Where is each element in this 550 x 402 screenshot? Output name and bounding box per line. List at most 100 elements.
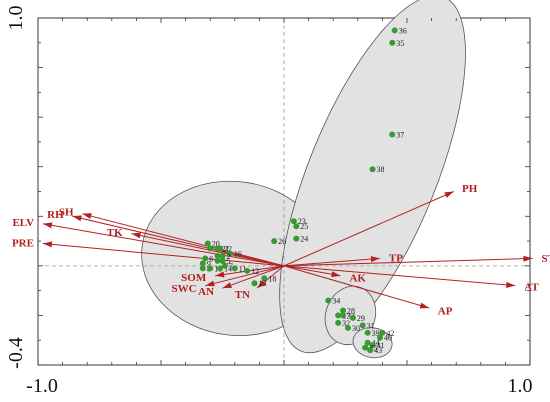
variable-label: ST — [541, 253, 550, 265]
sample-label: 45 — [369, 344, 377, 353]
sample-point — [391, 27, 398, 34]
sample-point — [290, 218, 297, 225]
arrow-elv — [42, 223, 285, 267]
sample-label: 13 — [258, 279, 266, 288]
sample-label: 43 — [374, 346, 382, 355]
sample-point — [231, 265, 238, 272]
arrow-ap — [283, 265, 430, 309]
arrow-sh — [82, 213, 285, 267]
sample-label: 5 — [227, 257, 231, 266]
arrowhead-tk — [131, 232, 141, 239]
sample-point — [362, 344, 369, 351]
variable-label: AK — [349, 272, 366, 284]
sample-label: 34 — [332, 297, 340, 306]
tick-labels: 1.0 -0.4 -1.0 1.0 — [5, 6, 533, 398]
sample-point — [199, 265, 206, 272]
sample-points: 3635373823252624201921221612359681014711… — [199, 26, 407, 355]
sample-label: 24 — [300, 235, 308, 244]
arrowhead-tp — [370, 256, 380, 263]
sample-point — [359, 322, 366, 329]
sample-point — [217, 245, 224, 252]
arrow-pre — [42, 243, 285, 267]
sample-point — [325, 297, 332, 304]
sample-point — [364, 339, 371, 346]
sample-point — [202, 255, 209, 262]
sample-label: 9 — [207, 259, 211, 268]
arrowhead-sh — [82, 213, 92, 219]
variable-label: PH — [462, 183, 478, 195]
sample-label: 7 — [229, 262, 233, 271]
arrow-an — [222, 265, 285, 289]
sample-label: 18 — [268, 274, 276, 283]
sample-label: 14 — [224, 264, 232, 273]
sample-point — [389, 39, 396, 46]
arrowhead-rh — [72, 215, 82, 222]
arrowhead-som — [215, 271, 225, 278]
arrowhead-ap — [419, 302, 430, 309]
sample-label: 6 — [209, 254, 213, 263]
variable-label: RH — [47, 209, 64, 221]
sample-label: 23 — [298, 217, 306, 226]
variable-label: SOM — [181, 272, 207, 284]
sample-label: 21 — [222, 245, 230, 254]
sample-label: 41 — [377, 341, 385, 350]
sample-point — [364, 329, 371, 336]
sample-point — [369, 342, 376, 349]
sample-point — [340, 307, 347, 314]
sample-point — [271, 238, 278, 245]
y-tick-label-top: 1.0 — [5, 6, 27, 31]
sample-label: 2 — [227, 252, 231, 261]
group-ellipses — [141, 0, 466, 359]
sample-label: 12 — [251, 267, 259, 276]
arrow-ph — [283, 191, 454, 267]
sample-label: 38 — [377, 165, 385, 174]
sample-point — [214, 257, 221, 264]
variable-label: TN — [235, 289, 250, 301]
sample-point — [226, 250, 233, 257]
sample-point — [207, 245, 214, 252]
sample-point — [261, 275, 268, 282]
x-tick-label-right: 1.0 — [508, 375, 533, 397]
arrow-swc — [205, 265, 285, 287]
sample-point — [219, 257, 226, 264]
sample-point — [293, 235, 300, 242]
sample-label: 42 — [386, 329, 394, 338]
arrowhead-ak — [331, 271, 341, 278]
axis-ticks — [37, 17, 531, 366]
sample-label: 20 — [212, 240, 220, 249]
arrowhead-pre — [42, 241, 53, 248]
sample-label: 35 — [396, 39, 404, 48]
sample-label: 26 — [278, 237, 286, 246]
variable-label: TK — [107, 227, 123, 239]
variable-label: AP — [438, 306, 453, 318]
sample-label: 31 — [367, 321, 375, 330]
sample-point — [369, 166, 376, 173]
variable-label: AN — [198, 286, 214, 298]
arrowhead-at — [506, 281, 516, 288]
sample-point — [221, 262, 228, 269]
sample-point — [389, 131, 396, 138]
sample-label: 11 — [239, 264, 247, 273]
sample-point — [204, 240, 211, 247]
group-ellipse — [279, 0, 466, 354]
arrow-ak — [283, 265, 341, 277]
sample-point — [219, 252, 226, 259]
sample-label: 39 — [372, 329, 380, 338]
sample-point — [244, 267, 251, 274]
variable-label: PRE — [12, 238, 34, 250]
sample-point — [335, 319, 342, 326]
sample-label: 36 — [399, 26, 407, 35]
sample-label: 27 — [342, 311, 350, 320]
arrowhead-swc — [205, 280, 215, 287]
variable-label: TP — [389, 253, 403, 265]
arrow-rh — [72, 215, 285, 267]
sample-point — [217, 265, 224, 272]
sample-point — [376, 334, 383, 341]
sample-point — [340, 312, 347, 319]
sample-point — [344, 324, 351, 331]
x-tick-label-left: -1.0 — [26, 375, 58, 397]
sample-point — [199, 260, 206, 267]
arrowhead-an — [222, 282, 232, 289]
arrow-tp — [283, 257, 380, 267]
